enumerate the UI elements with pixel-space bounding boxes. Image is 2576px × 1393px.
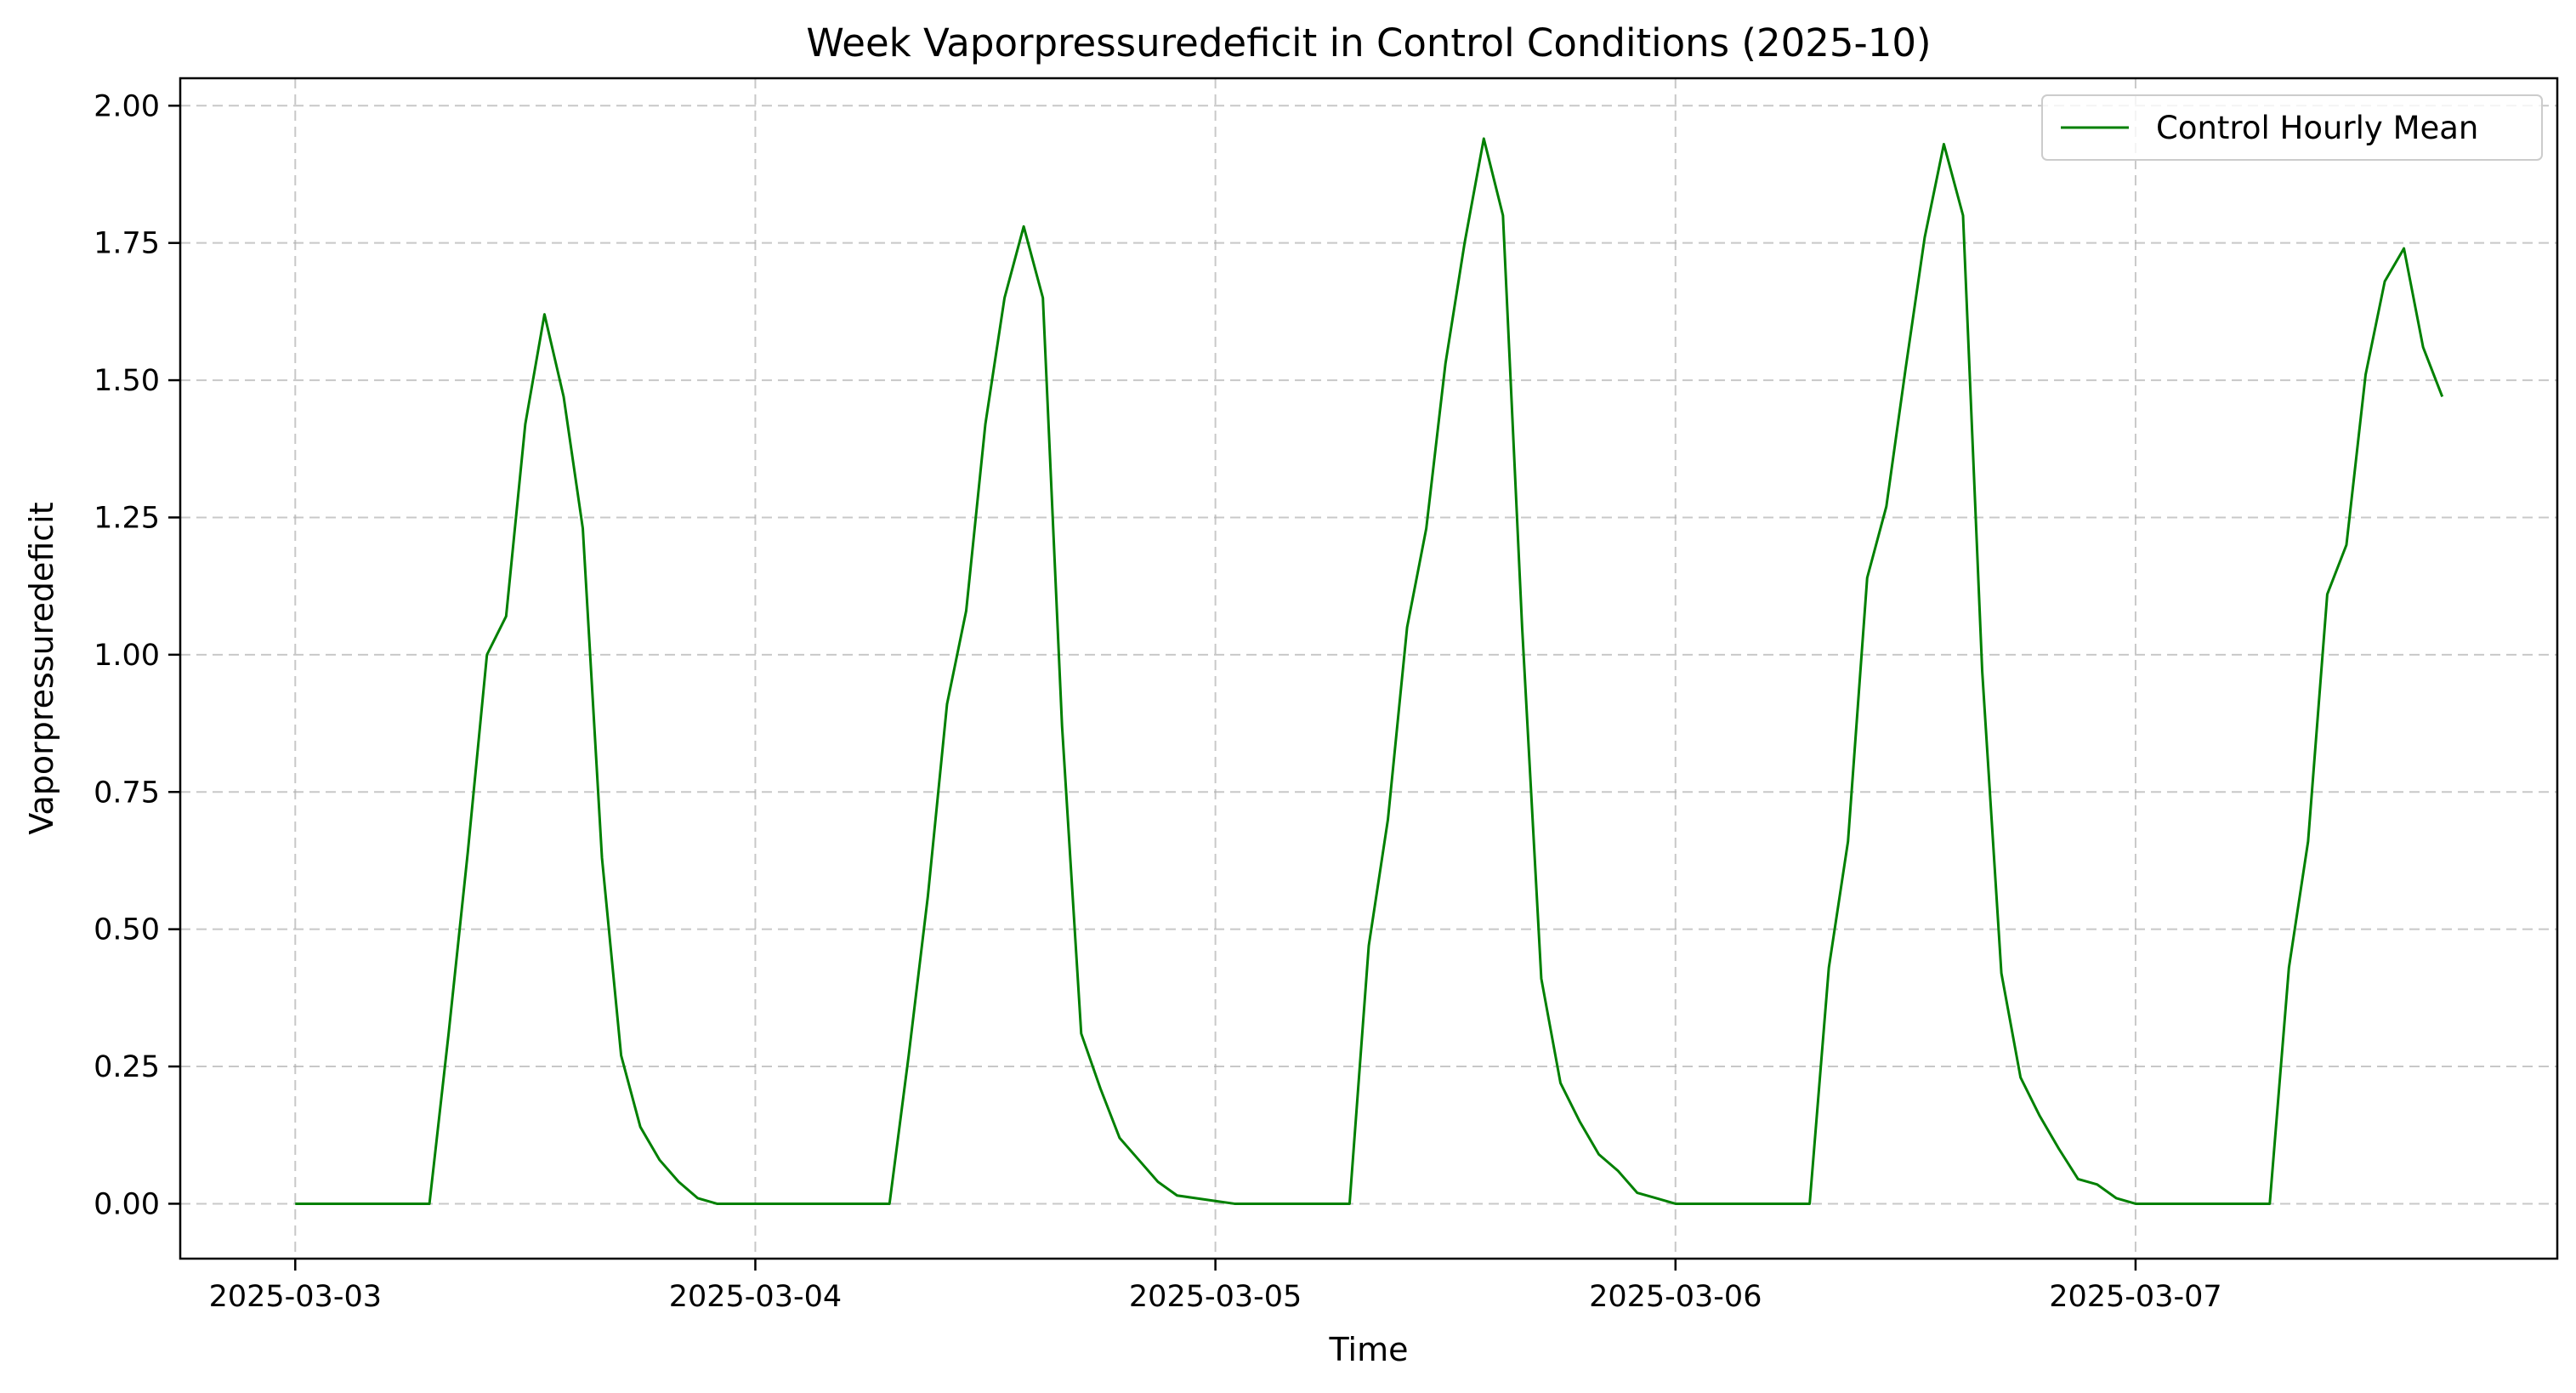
series-line-control-hourly-mean xyxy=(295,137,2444,1205)
x-axis-label: Time xyxy=(1329,1331,1409,1368)
y-tick-label: 0.75 xyxy=(94,776,160,810)
x-tick-label: 2025-03-05 xyxy=(1129,1280,1302,1314)
y-axis-ticks: 0.00 0.25 0.50 0.75 1.00 1.25 1.50 1.75 2.00 xyxy=(94,89,180,1221)
x-tick-label: 2025-03-04 xyxy=(669,1280,842,1314)
series-layer xyxy=(295,137,2444,1205)
plot-frame xyxy=(179,77,2559,1260)
x-axis-ticks: 2025-03-03 2025-03-04 2025-03-05 2025-03-06… xyxy=(209,1259,2222,1314)
y-tick-label: 1.50 xyxy=(94,364,160,398)
y-tick-label: 0.50 xyxy=(94,913,160,947)
y-tick-label: 1.75 xyxy=(94,227,160,261)
legend-entry-control-hourly-mean: Control Hourly Mean xyxy=(2156,110,2478,146)
y-tick-label: 0.00 xyxy=(94,1187,160,1221)
y-tick-label: 2.00 xyxy=(94,89,160,123)
y-axis-label: Vaporpressuredeficit xyxy=(23,502,60,834)
x-tick-label: 2025-03-06 xyxy=(1589,1280,1762,1314)
legend-box xyxy=(2041,94,2543,161)
y-tick-label: 1.25 xyxy=(94,501,160,535)
x-tick-label: 2025-03-03 xyxy=(209,1280,382,1314)
y-tick-label: 0.25 xyxy=(94,1050,160,1084)
chart-title: Week Vaporpressuredeficit in Control Con… xyxy=(806,20,1931,65)
grid-lines xyxy=(180,78,2557,1259)
x-tick-label: 2025-03-07 xyxy=(2049,1280,2221,1314)
legend: Control Hourly Mean xyxy=(2041,94,2543,161)
y-tick-label: 1.00 xyxy=(94,639,160,673)
